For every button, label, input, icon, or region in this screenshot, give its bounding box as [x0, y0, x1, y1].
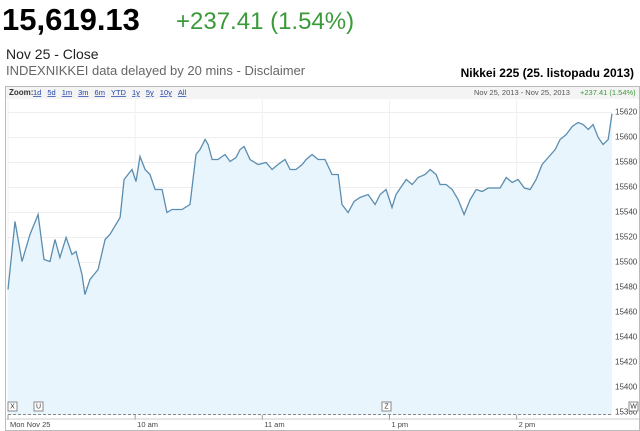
y-tick-label: 15500: [615, 258, 638, 267]
zoom-link[interactable]: YTD: [111, 88, 127, 97]
flag[interactable]: [7, 401, 18, 412]
x-tick-label: 11 am: [264, 420, 284, 429]
delay-note: INDEXNIKKEI data delayed by 20 mins - Di…: [6, 63, 306, 78]
area-fill: [8, 113, 612, 415]
y-tick-label: 15580: [615, 158, 638, 167]
x-tick-label: 10 am: [137, 420, 158, 429]
chart-title: Nikkei 225 (25. listopadu 2013): [460, 66, 634, 80]
y-tick-label: 15400: [615, 383, 638, 392]
y-tick-label: 15520: [615, 233, 638, 242]
zoom-link[interactable]: 1y: [132, 88, 140, 97]
range-change: +237.41 (1.54%): [580, 88, 636, 97]
y-tick-label: 15620: [615, 108, 638, 117]
flag-letter: X: [10, 403, 15, 410]
flag[interactable]: [33, 401, 44, 412]
flag-letter: W: [630, 403, 637, 410]
zoom-link[interactable]: 1m: [62, 88, 72, 97]
y-tick-label: 15420: [615, 358, 638, 367]
price: 15,619.13: [2, 2, 140, 37]
y-tick-label: 15600: [615, 133, 638, 142]
x-tick-label: 2 pm: [519, 420, 536, 429]
flag[interactable]: [628, 401, 639, 412]
close-label: Nov 25 - Close: [6, 46, 99, 62]
y-tick-label: 15560: [615, 183, 638, 192]
x-tick-label: Mon Nov 25: [10, 420, 50, 429]
zoom-link[interactable]: 10y: [160, 88, 172, 97]
price-change: +237.41 (1.54%): [176, 8, 355, 35]
flag-letter: U: [36, 403, 41, 410]
date-range: Nov 25, 2013 - Nov 25, 2013: [474, 88, 570, 97]
price-line: [7, 113, 613, 295]
flag[interactable]: [381, 401, 392, 412]
zoom-link[interactable]: All: [178, 88, 187, 97]
zoom-link[interactable]: 5d: [47, 88, 55, 97]
zoom-link[interactable]: 6m: [95, 88, 105, 97]
x-tick-label: 1 pm: [391, 420, 408, 429]
zoom-label: Zoom:: [9, 88, 33, 97]
zoom-link[interactable]: 3m: [78, 88, 88, 97]
chart: Zoom: Nov 25, 2013 - Nov 25, 2013 +237.4…: [5, 86, 640, 431]
y-tick-label: 15460: [615, 308, 638, 317]
y-tick-label: 15540: [615, 208, 638, 217]
zoom-link[interactable]: 1d: [33, 88, 41, 97]
flag-letter: Z: [384, 403, 389, 410]
y-tick-label: 15440: [615, 333, 638, 342]
zoom-link[interactable]: 5y: [146, 88, 154, 97]
y-tick-label: 15480: [615, 283, 638, 292]
toolbar-bg: [6, 87, 639, 99]
y-tick-label: 15380: [615, 408, 638, 417]
